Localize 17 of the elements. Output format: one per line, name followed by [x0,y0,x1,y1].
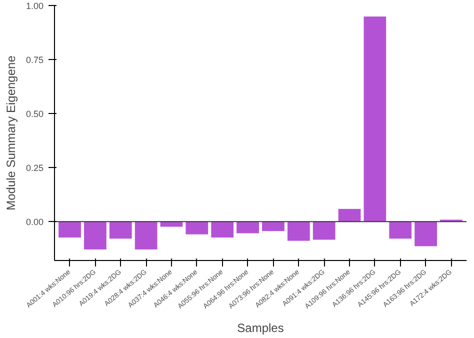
bar [108,221,132,240]
bar [83,221,107,250]
bar [58,221,82,238]
bar [210,221,234,238]
x-axis-title: Samples [237,321,284,336]
y-axis-title: Module Summary Eigengene [4,55,18,210]
bar [236,221,260,234]
y-tick-label: 0.25 [26,163,44,174]
bar [286,221,310,242]
bar [388,221,412,240]
bar [312,221,336,240]
bar [262,221,285,232]
y-tick-label: 0.75 [26,55,44,66]
y-tick-label: 0.50 [26,109,44,120]
y-tick-label: 1.00 [26,1,44,11]
bar [414,221,438,247]
y-tick-label: 0.00 [26,217,44,228]
